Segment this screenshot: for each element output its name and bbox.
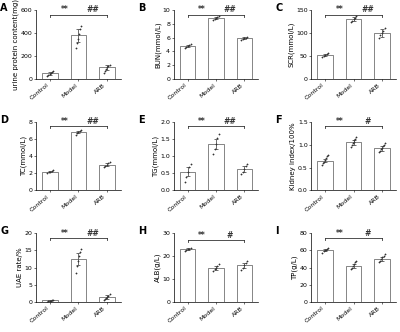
Text: **: ** xyxy=(336,5,343,14)
Bar xyxy=(180,249,196,302)
Bar xyxy=(208,144,224,191)
Text: A: A xyxy=(0,3,8,13)
Text: E: E xyxy=(138,115,144,125)
Text: ##: ## xyxy=(224,117,236,126)
Bar xyxy=(346,142,361,191)
Text: #: # xyxy=(364,228,371,237)
Bar xyxy=(71,132,86,191)
Y-axis label: TG(mmol/L): TG(mmol/L) xyxy=(152,135,159,177)
Text: C: C xyxy=(276,3,283,13)
Text: **: ** xyxy=(336,117,343,126)
Y-axis label: urine protein content(mg): urine protein content(mg) xyxy=(13,0,19,90)
Text: ##: ## xyxy=(224,5,236,14)
Bar xyxy=(208,18,224,79)
Y-axis label: UAE rate/%: UAE rate/% xyxy=(17,248,23,288)
Bar xyxy=(99,165,114,191)
Y-axis label: Kidney index/100%: Kidney index/100% xyxy=(290,122,296,190)
Y-axis label: TP(g/L): TP(g/L) xyxy=(292,255,298,280)
Text: G: G xyxy=(0,226,8,236)
Bar xyxy=(318,250,333,302)
Text: ##: ## xyxy=(86,117,99,126)
Bar xyxy=(374,259,390,302)
Text: H: H xyxy=(138,226,146,236)
Bar xyxy=(236,169,252,191)
Text: #: # xyxy=(227,231,233,240)
Y-axis label: TC(mmol/L): TC(mmol/L) xyxy=(21,136,27,176)
Bar xyxy=(346,19,361,79)
Bar xyxy=(71,259,86,302)
Bar xyxy=(180,46,196,79)
Y-axis label: SCR(mmol/L): SCR(mmol/L) xyxy=(288,22,295,67)
Y-axis label: BUN(mmol/L): BUN(mmol/L) xyxy=(154,21,161,68)
Text: **: ** xyxy=(60,228,68,237)
Bar xyxy=(71,35,86,79)
Bar xyxy=(99,67,114,79)
Bar xyxy=(42,172,58,191)
Text: **: ** xyxy=(60,117,68,126)
Bar xyxy=(236,38,252,79)
Text: I: I xyxy=(276,226,279,236)
Text: **: ** xyxy=(336,228,343,237)
Text: **: ** xyxy=(198,5,206,14)
Text: B: B xyxy=(138,3,145,13)
Bar xyxy=(318,55,333,79)
Bar xyxy=(99,297,114,302)
Text: ##: ## xyxy=(361,5,374,14)
Bar xyxy=(236,265,252,302)
Bar xyxy=(42,73,58,79)
Text: **: ** xyxy=(198,231,206,240)
Text: D: D xyxy=(0,115,8,125)
Bar xyxy=(208,268,224,302)
Text: F: F xyxy=(276,115,282,125)
Text: ##: ## xyxy=(86,228,99,237)
Bar xyxy=(346,266,361,302)
Bar xyxy=(42,300,58,302)
Bar xyxy=(318,161,333,191)
Bar xyxy=(180,172,196,191)
Text: **: ** xyxy=(60,5,68,14)
Y-axis label: ALB(g/L): ALB(g/L) xyxy=(154,253,161,283)
Bar xyxy=(374,148,390,191)
Text: #: # xyxy=(364,117,371,126)
Bar xyxy=(374,33,390,79)
Text: ##: ## xyxy=(86,5,99,14)
Text: **: ** xyxy=(198,117,206,126)
